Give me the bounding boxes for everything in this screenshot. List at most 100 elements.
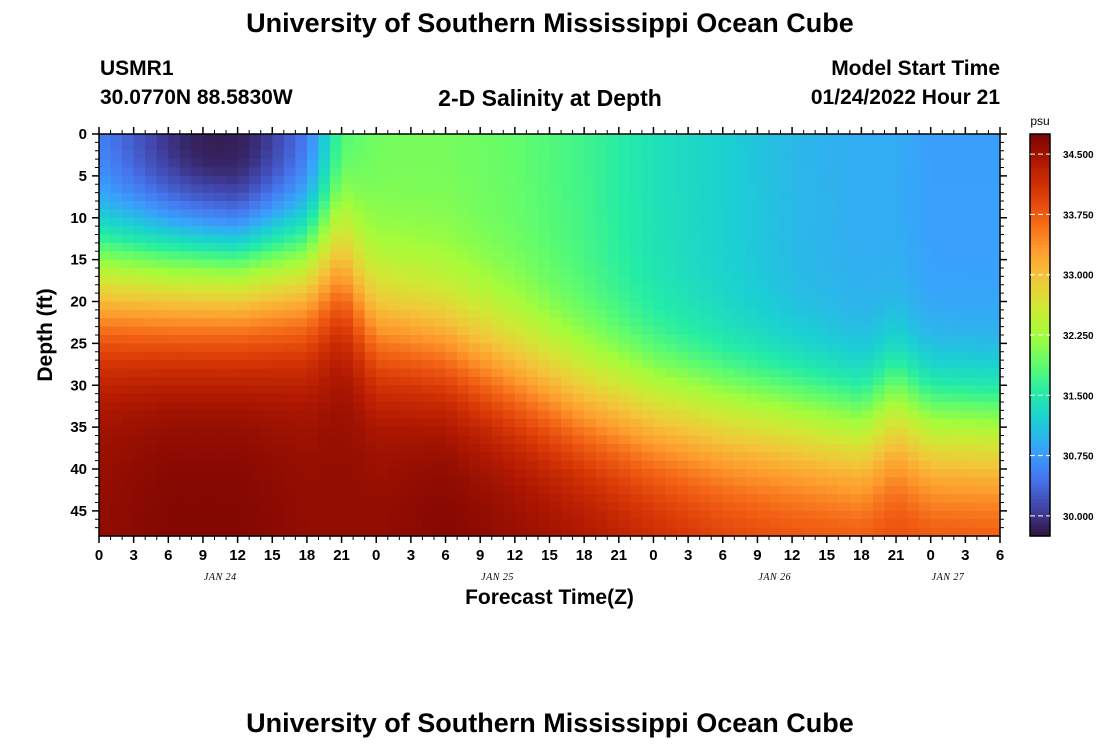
heatmap-cell <box>306 134 320 143</box>
heatmap-cell <box>364 527 377 537</box>
heatmap-cell <box>826 175 839 185</box>
heatmap-cell <box>953 301 966 311</box>
heatmap-cell <box>745 435 759 445</box>
heatmap-cell <box>168 259 181 269</box>
heatmap-cell <box>491 469 504 478</box>
heatmap-cell <box>468 201 481 210</box>
heatmap-cell <box>387 494 400 504</box>
heatmap-cell <box>676 209 689 219</box>
heatmap-cell <box>930 418 943 428</box>
heatmap-cell <box>330 343 343 353</box>
heatmap-cell <box>942 326 955 336</box>
heatmap-cell <box>676 251 689 261</box>
heatmap-cell <box>826 335 839 344</box>
heatmap-cell <box>688 142 701 152</box>
heatmap-cell <box>122 343 135 353</box>
heatmap-cell <box>249 494 262 504</box>
heatmap-cell <box>792 167 805 177</box>
heatmap-cell <box>734 460 747 470</box>
heatmap-cell <box>768 284 782 294</box>
heatmap-cell <box>306 175 320 185</box>
heatmap-cell <box>745 326 759 336</box>
colorbar-segment <box>1030 311 1050 316</box>
heatmap-cell <box>734 510 747 520</box>
heatmap-cell <box>202 393 216 403</box>
heatmap-cell <box>133 318 146 328</box>
heatmap-cell <box>295 226 308 236</box>
heatmap-cell <box>676 477 689 487</box>
heatmap-cell <box>387 510 400 520</box>
heatmap-cell <box>953 360 966 370</box>
heatmap-cell <box>641 519 655 529</box>
heatmap-cell <box>468 494 481 504</box>
heatmap-cell <box>595 234 608 244</box>
heatmap-cell <box>734 251 747 261</box>
heatmap-cell <box>780 209 793 219</box>
heatmap-cell <box>191 259 204 269</box>
heatmap-cell <box>341 443 354 453</box>
colorbar-segment <box>1030 227 1050 232</box>
heatmap-cell <box>330 175 343 185</box>
heatmap-cell <box>803 477 816 487</box>
heatmap-cell <box>815 418 828 428</box>
heatmap-cell <box>457 234 470 244</box>
colorbar-segment <box>1030 137 1050 142</box>
x-tick-label: 18 <box>576 547 593 564</box>
heatmap-cell <box>607 385 620 395</box>
heatmap-cell <box>884 192 897 202</box>
heatmap-cell <box>122 360 135 370</box>
heatmap-cell <box>249 376 262 386</box>
heatmap-cell <box>537 242 551 252</box>
heatmap-cell <box>757 443 770 453</box>
heatmap-cell <box>145 527 158 537</box>
heatmap-cell <box>145 418 158 428</box>
heatmap-cell <box>145 435 158 445</box>
heatmap-cell <box>410 242 424 252</box>
heatmap-cell <box>145 485 158 495</box>
heatmap-cell <box>896 293 909 303</box>
heatmap-cell <box>549 284 562 294</box>
heatmap-cell <box>226 427 239 437</box>
heatmap-cell <box>376 343 389 353</box>
heatmap-cell <box>965 343 978 353</box>
heatmap-cell <box>630 226 643 236</box>
heatmap-cell <box>953 217 966 227</box>
heatmap-cell <box>537 318 551 328</box>
heatmap-cell <box>988 427 1001 437</box>
heatmap-cell <box>976 326 990 336</box>
heatmap-cell <box>757 234 770 244</box>
heatmap-cell <box>907 519 920 529</box>
heatmap-cell <box>156 418 169 428</box>
heatmap-cell <box>561 150 574 160</box>
heatmap-cell <box>179 452 193 462</box>
heatmap-cell <box>468 427 481 437</box>
heatmap-cell <box>364 175 377 185</box>
heatmap-cell <box>688 519 701 529</box>
heatmap-cell <box>699 326 712 336</box>
heatmap-cell <box>214 150 227 160</box>
heatmap-cell <box>260 134 273 143</box>
heatmap-cell <box>260 226 273 236</box>
heatmap-cell <box>249 167 262 177</box>
heatmap-cell <box>457 293 470 303</box>
heatmap-cell <box>445 201 458 210</box>
heatmap-cell <box>399 209 412 219</box>
heatmap-cell <box>341 217 354 227</box>
heatmap-cell <box>549 326 562 336</box>
heatmap-cell <box>722 376 735 386</box>
heatmap-cell <box>249 360 262 370</box>
heatmap-cell <box>942 502 955 512</box>
heatmap-cell <box>595 527 608 537</box>
heatmap-cell <box>168 293 181 303</box>
heatmap-cell <box>849 443 862 453</box>
heatmap-cell <box>826 251 839 261</box>
x-tick-label: 18 <box>299 547 316 564</box>
heatmap-cell <box>168 443 181 453</box>
heatmap-cell <box>422 268 435 277</box>
heatmap-cell <box>433 494 447 504</box>
heatmap-cell <box>168 435 181 445</box>
heatmap-cell <box>584 368 597 378</box>
heatmap-cell <box>896 477 909 487</box>
heatmap-cell <box>295 293 308 303</box>
heatmap-cell <box>364 301 377 311</box>
